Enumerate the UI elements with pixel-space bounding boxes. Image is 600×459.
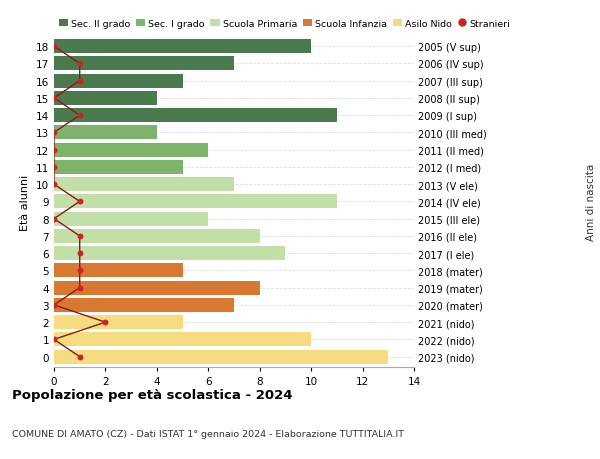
Bar	[54, 315, 182, 330]
Bar	[54, 350, 388, 364]
Bar	[54, 40, 311, 54]
Bar	[54, 246, 286, 261]
Point	[75, 78, 85, 85]
Point	[75, 267, 85, 274]
Point	[75, 233, 85, 240]
Text: Anni di nascita: Anni di nascita	[586, 163, 596, 241]
Point	[49, 95, 59, 102]
Point	[101, 319, 110, 326]
Bar	[54, 298, 234, 312]
Bar	[54, 74, 182, 89]
Point	[49, 147, 59, 154]
Point	[75, 198, 85, 206]
Bar	[54, 195, 337, 209]
Bar	[54, 92, 157, 106]
Text: COMUNE DI AMATO (CZ) - Dati ISTAT 1° gennaio 2024 - Elaborazione TUTTITALIA.IT: COMUNE DI AMATO (CZ) - Dati ISTAT 1° gen…	[12, 429, 404, 438]
Bar	[54, 109, 337, 123]
Bar	[54, 264, 182, 278]
Point	[75, 250, 85, 257]
Bar	[54, 230, 260, 243]
Bar	[54, 143, 208, 157]
Bar	[54, 161, 182, 174]
Bar	[54, 333, 311, 347]
Point	[49, 215, 59, 223]
Point	[49, 302, 59, 309]
Point	[75, 284, 85, 292]
Point	[75, 112, 85, 120]
Legend: Sec. II grado, Sec. I grado, Scuola Primaria, Scuola Infanzia, Asilo Nido, Stran: Sec. II grado, Sec. I grado, Scuola Prim…	[59, 20, 511, 29]
Text: Popolazione per età scolastica - 2024: Popolazione per età scolastica - 2024	[12, 388, 293, 401]
Point	[49, 44, 59, 51]
Bar	[54, 212, 208, 226]
Bar	[54, 178, 234, 192]
Y-axis label: Età alunni: Età alunni	[20, 174, 31, 230]
Point	[49, 336, 59, 343]
Bar	[54, 126, 157, 140]
Point	[49, 129, 59, 137]
Bar	[54, 57, 234, 71]
Point	[75, 353, 85, 361]
Point	[75, 61, 85, 68]
Bar	[54, 281, 260, 295]
Point	[49, 164, 59, 171]
Point	[49, 181, 59, 188]
